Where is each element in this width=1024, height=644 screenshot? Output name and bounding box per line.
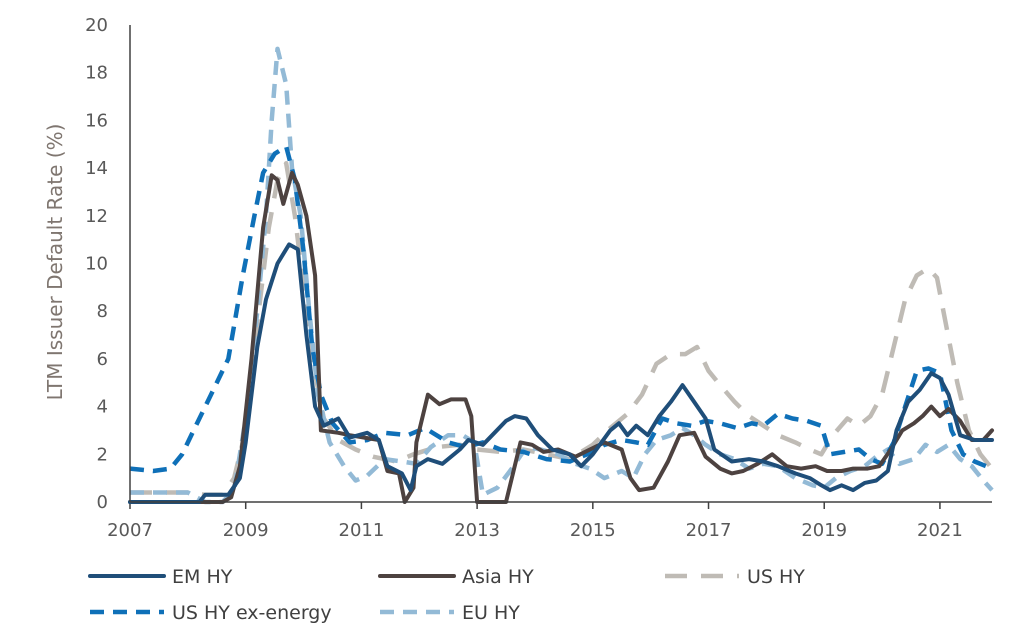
x-tick-label: 2021 <box>917 520 963 541</box>
y-tick-label: 10 <box>85 254 108 275</box>
y-tick-label: 12 <box>85 206 108 227</box>
y-tick-label: 20 <box>85 15 108 36</box>
x-tick-label: 2015 <box>570 520 616 541</box>
y-tick-label: 0 <box>97 492 108 513</box>
y-axis-label: LTM Issuer Default Rate (%) <box>43 124 67 401</box>
y-tick-label: 8 <box>97 301 108 322</box>
y-tick-label: 18 <box>85 63 108 84</box>
series-lines <box>128 46 994 505</box>
series-line-eu-hy <box>130 46 994 505</box>
y-tick-label: 6 <box>97 349 108 370</box>
y-tick-label: 2 <box>97 444 108 465</box>
y-axis-ticks: 0 2 4 6 8 10 12 14 16 18 20 <box>85 15 108 513</box>
legend-label-eu-hy: EU HY <box>462 602 520 624</box>
legend-label-asia-hy: Asia HY <box>462 566 534 588</box>
series-line-asia-hy <box>128 170 994 504</box>
y-tick-label: 14 <box>85 158 108 179</box>
y-tick-label: 16 <box>85 110 108 131</box>
y-tick-label: 4 <box>97 397 108 418</box>
x-tick-label: 2009 <box>223 520 269 541</box>
legend-label-us-hy-ex-energy: US HY ex-energy <box>172 602 332 624</box>
legend: EM HY Asia HY US HY US HY ex-energy EU HY <box>88 566 805 624</box>
series-line-us-hy-ex-energy <box>129 144 992 474</box>
series-line-em-hy <box>128 242 994 504</box>
x-axis-ticks: 2007 2009 2011 2013 2015 2017 2019 2021 <box>107 502 963 541</box>
x-tick-label: 2019 <box>801 520 847 541</box>
legend-label-em-hy: EM HY <box>172 566 233 588</box>
x-tick-label: 2017 <box>686 520 732 541</box>
x-tick-label: 2007 <box>107 520 153 541</box>
x-tick-label: 2011 <box>339 520 385 541</box>
x-tick-label: 2013 <box>454 520 500 541</box>
legend-label-us-hy: US HY <box>747 566 805 588</box>
